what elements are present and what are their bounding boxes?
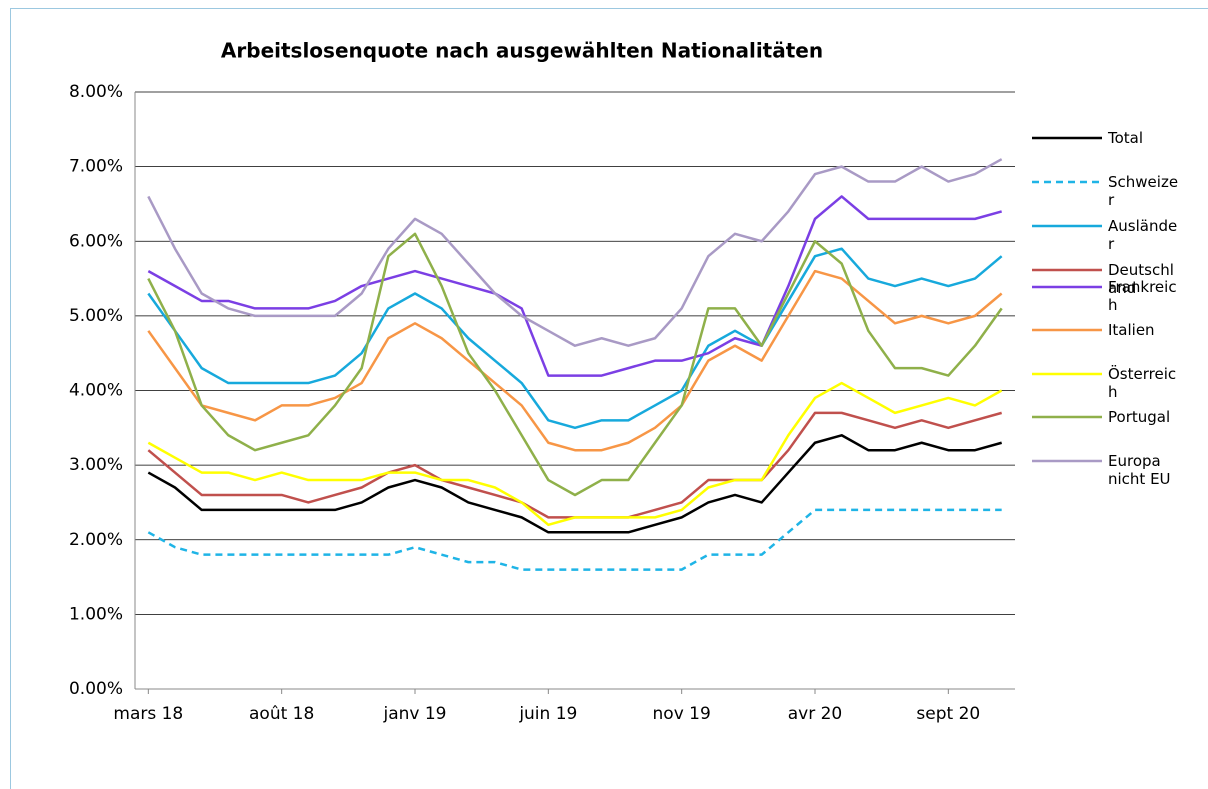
series-line [147, 508, 1002, 571]
series-line [147, 269, 1003, 452]
legend-label: Portugal [1108, 408, 1171, 426]
series-line [147, 232, 1003, 497]
legend-label: Frankreich [1108, 278, 1177, 314]
frame [10, 8, 1208, 789]
x-tick-label: août 18 [249, 704, 314, 724]
x-tick-label: juin 19 [518, 704, 577, 724]
legend-label: Europa nicht EU [1108, 452, 1171, 488]
legend-label: Deutschland [1108, 261, 1174, 297]
y-tick-label: 5.00% [69, 306, 123, 326]
chart-title: Arbeitslosenquote nach ausgewählten Nati… [221, 39, 823, 63]
y-tick-label: 7.00% [69, 157, 123, 177]
x-tick-label: nov 19 [653, 704, 711, 724]
legend-label: Ausländer [1108, 217, 1178, 253]
x-tick-label: mars 18 [113, 704, 183, 724]
legend-label: Italien [1108, 321, 1155, 339]
series-line [147, 158, 1003, 347]
series-line [147, 434, 1003, 534]
legend-label: Schweizer [1108, 173, 1179, 209]
legend-label: Total [1108, 129, 1144, 147]
series-line [147, 195, 1003, 377]
x-tick-label: avr 20 [788, 704, 843, 724]
y-tick-label: 6.00% [69, 231, 123, 251]
y-tick-label: 2.00% [69, 530, 123, 550]
y-tick-label: 3.00% [69, 455, 123, 475]
y-tick-label: 4.00% [69, 381, 123, 401]
y-tick-label: 8.00% [69, 82, 123, 102]
x-tick-label: janv 19 [382, 704, 446, 724]
series-line [147, 381, 1003, 527]
legend-label: Österreich [1108, 365, 1177, 401]
x-tick-label: sept 20 [916, 704, 980, 724]
series-line [147, 247, 1003, 430]
y-tick-label: 0.00% [69, 679, 123, 699]
y-tick-label: 1.00% [69, 604, 123, 624]
